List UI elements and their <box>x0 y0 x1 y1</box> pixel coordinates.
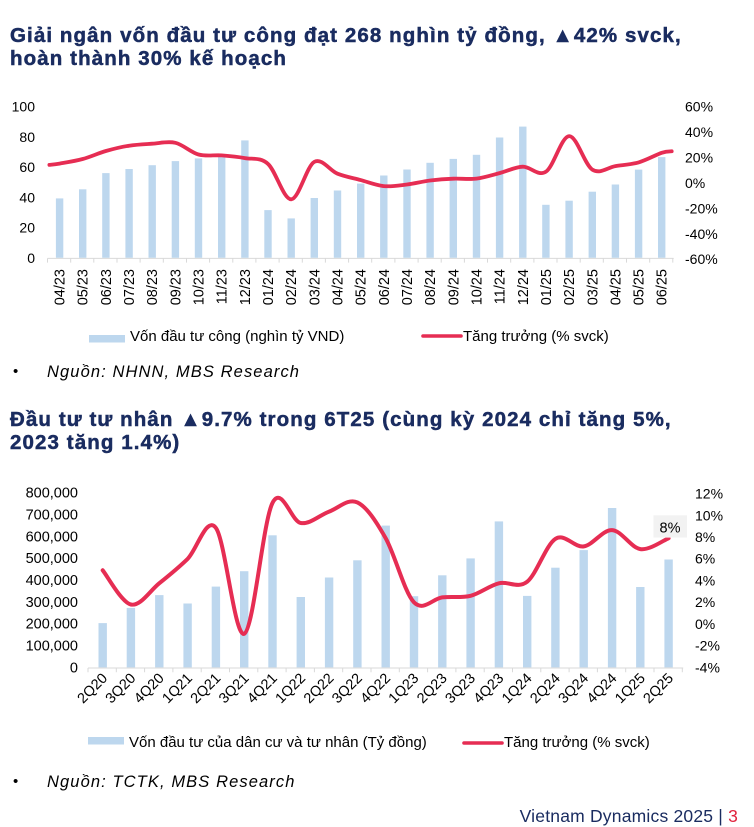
svg-text:10/23: 10/23 <box>192 269 208 305</box>
svg-text:04/25: 04/25 <box>608 269 624 305</box>
svg-text:4%: 4% <box>695 572 715 588</box>
svg-text:8%: 8% <box>660 521 681 537</box>
svg-text:1Q22: 1Q22 <box>273 671 309 707</box>
svg-text:02/24: 02/24 <box>284 269 300 305</box>
svg-text:02/25: 02/25 <box>562 269 578 305</box>
svg-text:3Q20: 3Q20 <box>103 671 139 707</box>
svg-text:03/24: 03/24 <box>307 269 323 305</box>
svg-text:2Q24: 2Q24 <box>527 671 563 707</box>
svg-text:05/23: 05/23 <box>76 269 92 305</box>
svg-text:10%: 10% <box>695 507 723 523</box>
svg-text:08/23: 08/23 <box>145 269 161 305</box>
svg-text:06/24: 06/24 <box>377 269 393 305</box>
svg-text:200,000: 200,000 <box>26 617 78 633</box>
svg-text:09/24: 09/24 <box>446 269 462 305</box>
svg-text:04/24: 04/24 <box>331 269 347 305</box>
svg-text:-20%: -20% <box>685 200 718 216</box>
svg-text:20%: 20% <box>685 149 713 165</box>
svg-text:4Q21: 4Q21 <box>244 671 280 707</box>
svg-text:2Q23: 2Q23 <box>414 671 450 707</box>
svg-text:01/25: 01/25 <box>539 269 555 305</box>
svg-text:-40%: -40% <box>685 226 718 242</box>
svg-text:07/24: 07/24 <box>400 269 416 305</box>
svg-text:05/24: 05/24 <box>354 269 370 305</box>
svg-text:40: 40 <box>19 189 35 205</box>
svg-text:2Q25: 2Q25 <box>641 671 677 707</box>
svg-text:08/24: 08/24 <box>423 269 439 305</box>
svg-text:03/25: 03/25 <box>585 269 601 305</box>
svg-text:100,000: 100,000 <box>26 639 78 655</box>
svg-text:6%: 6% <box>695 551 715 567</box>
svg-text:500,000: 500,000 <box>26 551 78 567</box>
svg-text:20: 20 <box>19 220 35 236</box>
svg-text:4Q24: 4Q24 <box>584 671 620 707</box>
svg-text:01/24: 01/24 <box>261 269 277 305</box>
svg-text:1Q24: 1Q24 <box>499 671 535 707</box>
svg-text:60: 60 <box>19 159 35 175</box>
svg-text:0: 0 <box>27 250 35 266</box>
svg-text:700,000: 700,000 <box>26 508 78 524</box>
svg-text:-60%: -60% <box>685 251 718 267</box>
svg-text:2Q22: 2Q22 <box>301 671 337 707</box>
svg-text:11/24: 11/24 <box>493 269 509 304</box>
svg-text:12/23: 12/23 <box>238 269 254 305</box>
svg-text:8%: 8% <box>695 529 715 545</box>
svg-text:04/23: 04/23 <box>53 269 69 305</box>
svg-text:1Q25: 1Q25 <box>612 671 648 707</box>
svg-text:07/23: 07/23 <box>122 269 138 305</box>
svg-text:12%: 12% <box>695 486 723 502</box>
svg-text:3Q24: 3Q24 <box>556 671 592 707</box>
svg-text:400,000: 400,000 <box>26 573 78 589</box>
svg-text:11/23: 11/23 <box>215 269 231 304</box>
svg-text:3Q22: 3Q22 <box>329 671 365 707</box>
svg-text:600,000: 600,000 <box>26 529 78 545</box>
svg-text:0: 0 <box>70 660 78 676</box>
svg-text:-4%: -4% <box>695 659 720 675</box>
svg-text:800,000: 800,000 <box>26 486 78 502</box>
svg-text:2%: 2% <box>695 594 715 610</box>
svg-text:1Q23: 1Q23 <box>386 671 422 707</box>
svg-text:40%: 40% <box>685 124 713 140</box>
svg-text:3Q23: 3Q23 <box>443 671 479 707</box>
svg-text:0%: 0% <box>685 175 705 191</box>
svg-text:1Q21: 1Q21 <box>160 671 196 707</box>
svg-text:100: 100 <box>12 99 36 115</box>
svg-text:0%: 0% <box>695 616 715 632</box>
svg-text:06/23: 06/23 <box>99 269 115 305</box>
svg-text:09/23: 09/23 <box>168 269 184 305</box>
svg-text:10/24: 10/24 <box>470 269 486 305</box>
svg-text:80: 80 <box>19 129 35 145</box>
svg-text:60%: 60% <box>685 99 713 115</box>
svg-text:3Q21: 3Q21 <box>216 671 252 707</box>
svg-text:300,000: 300,000 <box>26 595 78 611</box>
svg-text:12/24: 12/24 <box>516 269 532 305</box>
svg-text:-2%: -2% <box>695 638 720 654</box>
svg-text:4Q23: 4Q23 <box>471 671 507 707</box>
svg-text:06/25: 06/25 <box>655 269 671 305</box>
svg-text:2Q21: 2Q21 <box>188 671 224 707</box>
svg-text:05/25: 05/25 <box>632 269 648 305</box>
svg-text:4Q22: 4Q22 <box>358 671 394 707</box>
svg-text:2Q20: 2Q20 <box>75 671 111 707</box>
svg-text:4Q20: 4Q20 <box>131 671 167 707</box>
